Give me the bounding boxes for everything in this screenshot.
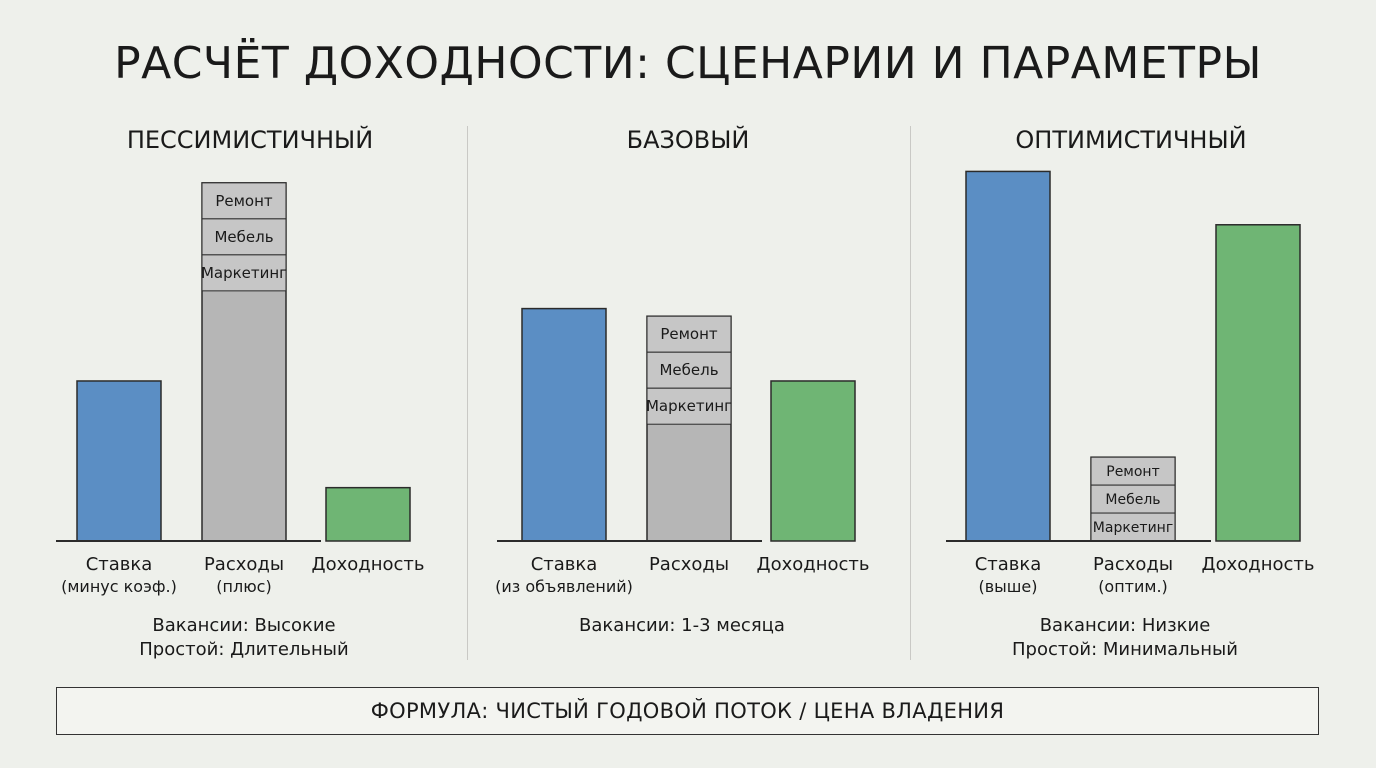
scenario-note: Вакансии: 1-3 месяца [579,615,785,636]
yield-bar [325,486,411,542]
category-sublabel: (из объявлений) [495,577,633,596]
category-sublabel: (оптим.) [1098,577,1168,596]
page-title: РАСЧЁТ ДОХОДНОСТИ: СЦЕНАРИИ И ПАРАМЕТРЫ [114,38,1262,89]
category-sublabel: (плюс) [216,577,271,596]
expense-segment-label: Ремонт [1106,464,1160,480]
scenario-note: Вакансии: Высокие [152,615,335,636]
category-label: Ставка [531,554,598,575]
category-label: Ставка [975,554,1042,575]
expense-segment-label: Маркетинг [646,397,732,415]
category-sublabel: (выше) [978,577,1037,596]
scenario-note: Вакансии: Низкие [1040,615,1211,636]
category-label: Доходность [312,554,425,575]
scenario-title: БАЗОВЫЙ [627,125,750,154]
expense-segment [201,182,287,220]
panel-divider [910,126,911,660]
expense-segment-label: Маркетинг [1093,520,1173,536]
panel-divider [467,126,468,660]
formula-text: ФОРМУЛА: ЧИСТЫЙ ГОДОВОЙ ПОТОК / ЦЕНА ВЛА… [370,699,1005,723]
yield-bar [1215,224,1301,542]
category-label: Расходы [649,554,729,575]
expense-segment-label: Ремонт [660,325,718,343]
expense-segment-label: Ремонт [215,192,273,210]
expense-segment-label: Мебель [214,228,273,246]
yield-bar [770,380,856,542]
expense-segment [1090,456,1176,486]
category-label: Расходы [204,554,284,575]
expense-segment [201,254,287,292]
expense-segment-label: Мебель [659,361,718,379]
formula-box: ФОРМУЛА: ЧИСТЫЙ ГОДОВОЙ ПОТОК / ЦЕНА ВЛА… [56,687,1319,735]
rate-bar [965,170,1051,542]
scenario-title: ПЕССИМИСТИЧНЫЙ [127,125,373,154]
category-sublabel: (минус коэф.) [61,577,177,596]
expense-segment [646,387,732,425]
category-label: Доходность [757,554,870,575]
scenario-note: Простой: Длительный [139,639,348,660]
scenario-title: ОПТИМИСТИЧНЫЙ [1015,125,1246,154]
expense-segment-label: Мебель [1105,492,1160,508]
expense-segment [646,351,732,389]
scenario-note: Простой: Минимальный [1012,639,1238,660]
category-label: Доходность [1202,554,1315,575]
expense-segment [1090,484,1176,514]
rate-bar [76,380,162,542]
category-label: Ставка [86,554,153,575]
expense-segment-label: Маркетинг [201,264,287,282]
category-label: Расходы [1093,554,1173,575]
rate-bar [521,307,607,542]
